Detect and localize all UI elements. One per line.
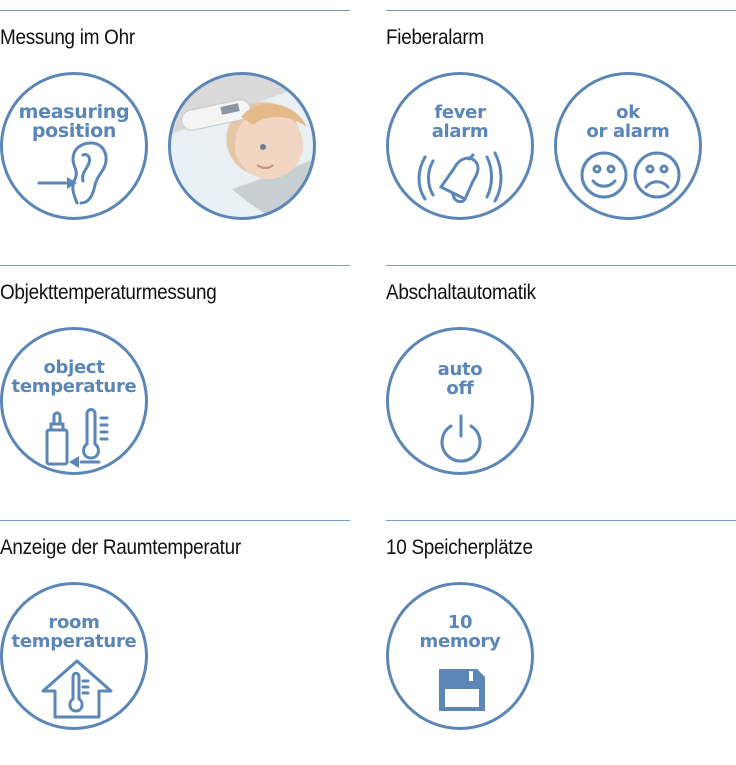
divider: [386, 10, 736, 11]
badge-label-line1: auto: [437, 359, 483, 380]
feature-title: Objekttemperaturmessung: [0, 281, 217, 304]
measuring-position-badge: measuring position: [0, 72, 148, 220]
floppy-disk-icon: [439, 669, 485, 711]
divider: [386, 265, 736, 266]
photo-illustration: [171, 99, 307, 217]
happy-sad-faces-icon: [580, 151, 681, 199]
ok-or-alarm-badge: ok or alarm: [554, 72, 702, 220]
badge-label-line2: temperature: [11, 631, 137, 652]
ear-with-arrow-icon: [37, 141, 108, 205]
feature-title: Fieberalarm: [386, 26, 484, 49]
feature-title: 10 Speicherplätze: [386, 536, 533, 559]
divider: [386, 520, 736, 521]
badge-label-line2: position: [31, 120, 117, 142]
power-icon: [440, 414, 482, 463]
feature-title: Messung im Ohr: [0, 26, 135, 49]
object-temperature-badge: object temperature: [0, 327, 148, 475]
feature-memory: 10 Speicherplätze 10 memory: [386, 510, 736, 765]
feature-ear-measurement: Messung im Ohr measuring position: [0, 0, 350, 255]
ringing-bell-icon: [417, 151, 503, 204]
divider: [0, 520, 350, 521]
divider: [0, 265, 350, 266]
badge-label-line1: object: [43, 357, 105, 378]
feature-auto-off: Abschaltautomatik auto off: [386, 255, 736, 510]
badge-label-line2: memory: [419, 631, 501, 652]
badge-label-line1: 10: [447, 612, 473, 633]
badge-label-line2: alarm: [431, 121, 489, 142]
badge-label-line2: off: [446, 378, 474, 399]
badge-label-line1: room: [48, 612, 100, 633]
memory-badge: 10 memory: [386, 582, 534, 730]
divider: [0, 10, 350, 11]
feature-title: Abschaltautomatik: [386, 281, 536, 304]
baby-ear-thermometer-photo: [168, 72, 316, 220]
house-thermometer-icon: [41, 659, 113, 719]
badge-label-line2: temperature: [11, 376, 137, 397]
bottle-thermometer-icon: [45, 408, 109, 468]
feature-object-temperature: Objekttemperaturmessung object temperatu…: [0, 255, 350, 510]
badge-label-line1: measuring: [18, 101, 130, 123]
auto-off-badge: auto off: [386, 327, 534, 475]
fever-alarm-badge: fever alarm: [386, 72, 534, 220]
room-temperature-badge: room temperature: [0, 582, 148, 730]
badge-label-line2: or alarm: [586, 121, 670, 142]
badge-label-line1: fever: [434, 102, 486, 123]
feature-room-temperature: Anzeige der Raumtemperatur room temperat…: [0, 510, 350, 765]
feature-title: Anzeige der Raumtemperatur: [0, 536, 241, 559]
feature-fever-alarm: Fieberalarm fever alarm ok or alarm: [386, 0, 736, 255]
badge-label-line1: ok: [616, 102, 640, 123]
